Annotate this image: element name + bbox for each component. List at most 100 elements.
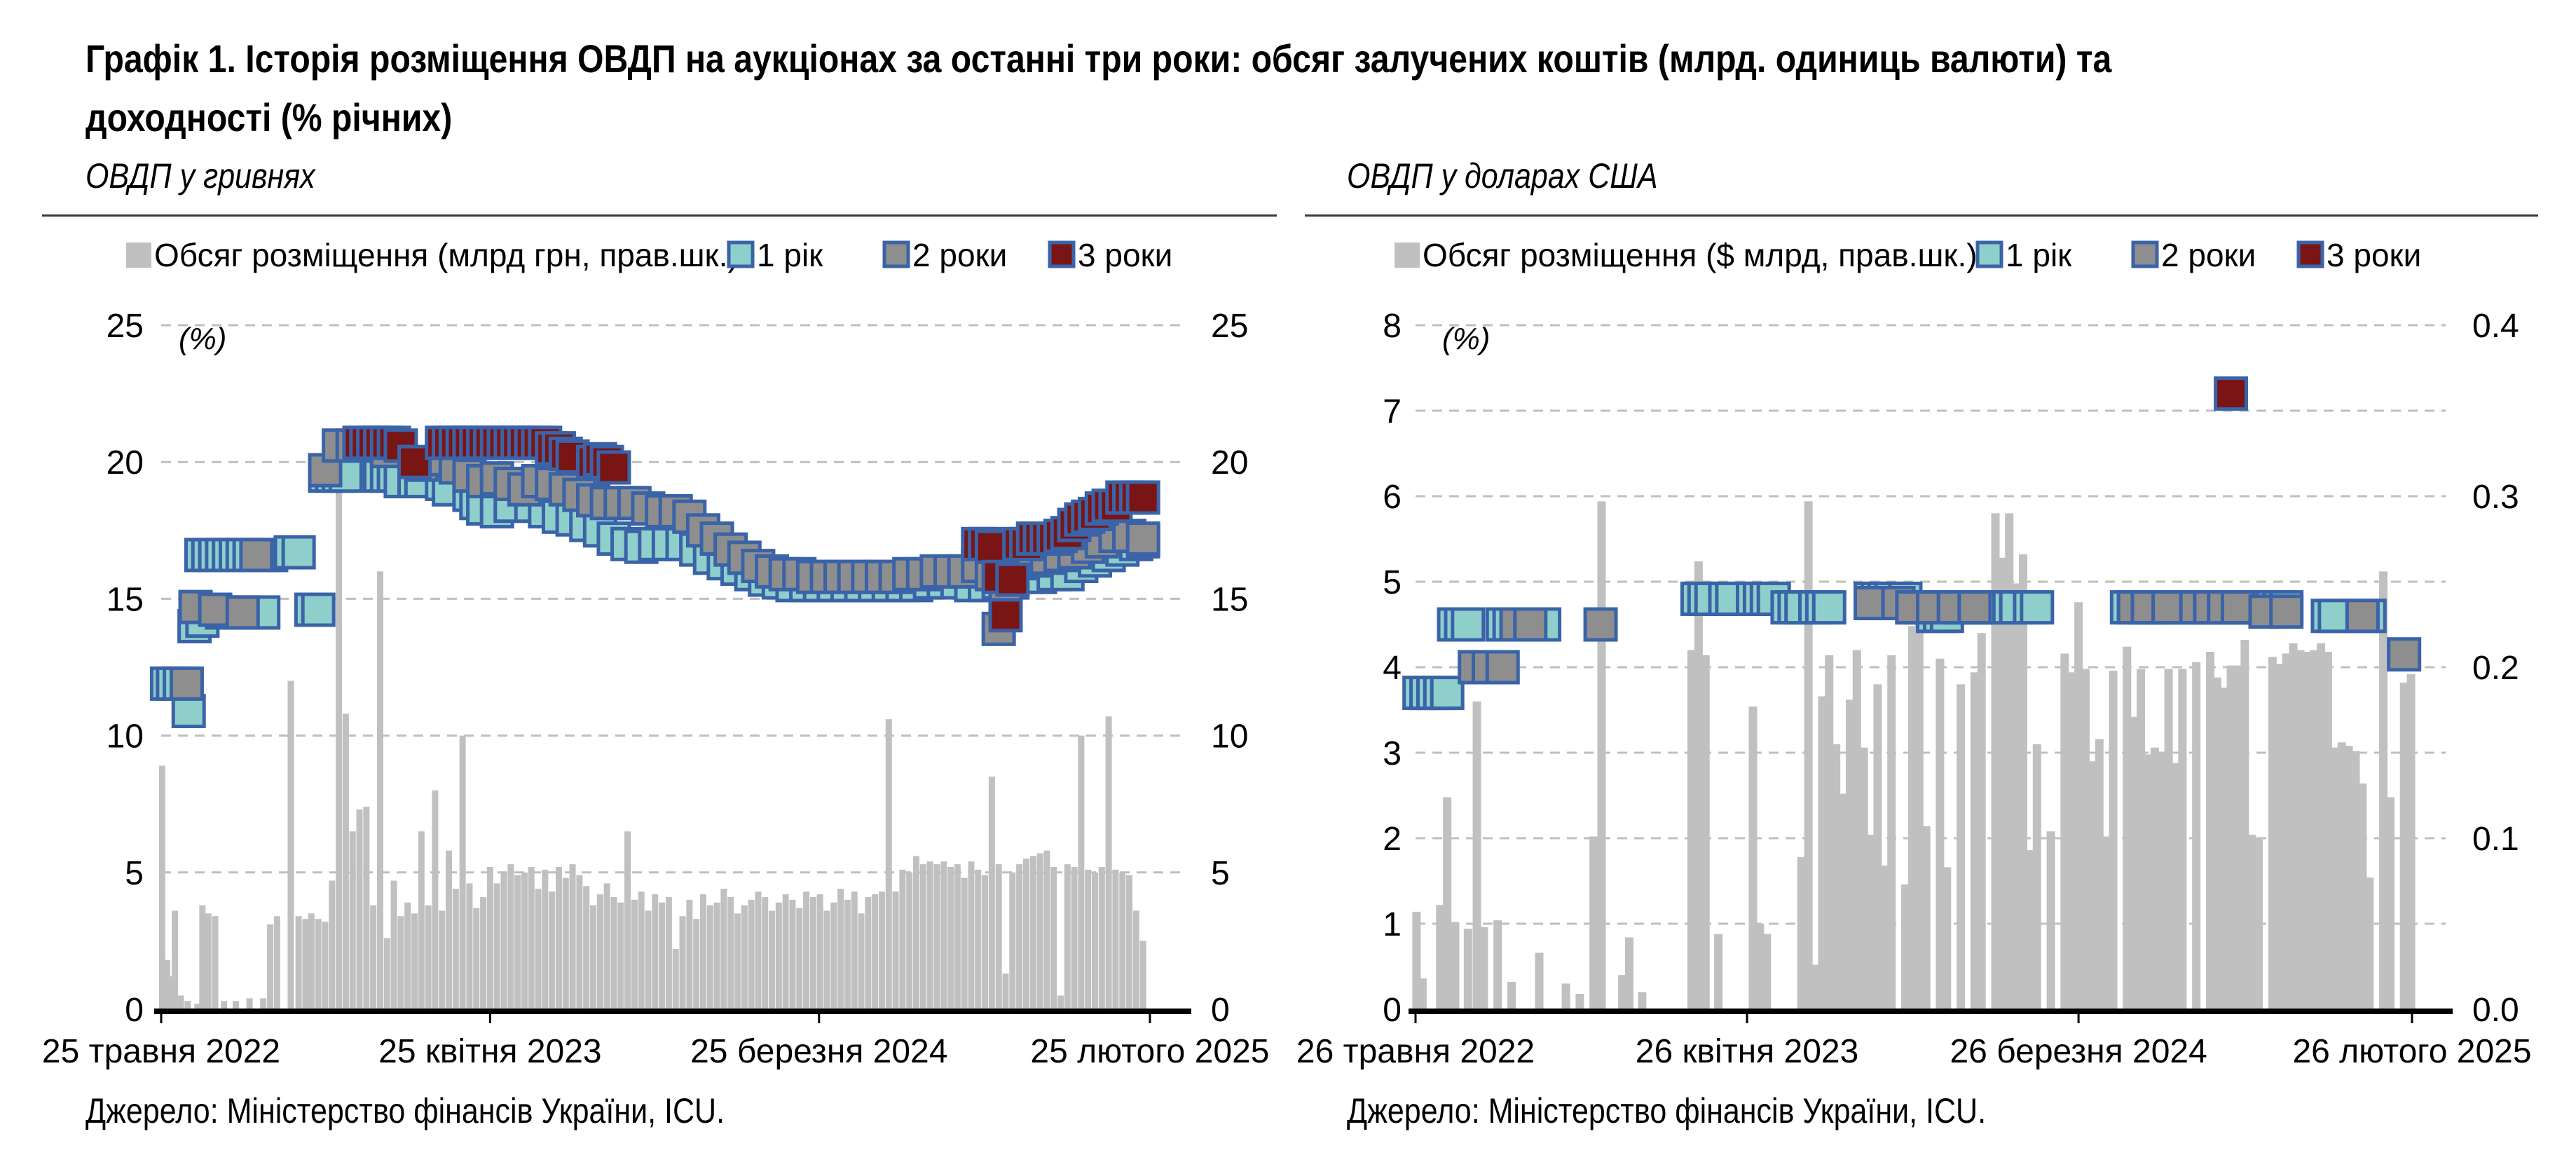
volume-bar — [418, 831, 425, 1009]
left-axis-tick-label: 8 — [1383, 308, 1402, 345]
volume-bar — [1977, 633, 1986, 1009]
volume-bar — [2351, 751, 2360, 1009]
volume-bar — [2289, 643, 2298, 1009]
x-axis-tick-label: 25 березня 2024 — [690, 1033, 947, 1070]
volume-bar — [194, 1004, 201, 1009]
volume-bar — [1112, 869, 1119, 1009]
volume-bar — [1852, 650, 1861, 1009]
volume-bar — [734, 913, 741, 1009]
volume-bar — [302, 919, 309, 1009]
volume-bar — [638, 891, 645, 1009]
volume-bar — [693, 919, 700, 1009]
yield-marker-y3 — [2214, 376, 2249, 411]
volume-bar — [1900, 884, 1910, 1009]
volume-bar — [232, 1001, 239, 1009]
volume-bar — [1832, 744, 1841, 1009]
volume-bar — [2164, 669, 2173, 1009]
yield-marker-y3 — [995, 562, 1030, 597]
source-note-uah: Джерело: Міністерство фінансів України, … — [85, 1091, 725, 1130]
volume-bar — [2088, 761, 2097, 1009]
volume-bar — [1597, 501, 1606, 1009]
volume-bar — [1818, 696, 1827, 1009]
yield-marker-y3 — [596, 450, 631, 485]
x-axis-tick-label: 26 квітня 2023 — [1636, 1033, 1859, 1070]
volume-bar — [1050, 866, 1057, 1009]
volume-bar — [1493, 920, 1502, 1009]
yield-marker-y2 — [1957, 590, 1992, 625]
legend-label-y3: 3 роки — [2327, 237, 2421, 273]
volume-bar — [2130, 716, 2139, 1009]
volume-bar — [1866, 835, 1875, 1009]
volume-bar — [1762, 934, 1772, 1009]
volume-bar — [837, 889, 844, 1009]
volume-bar — [432, 790, 439, 1009]
left-axis-tick-label: 3 — [1383, 735, 1402, 772]
page-title: Графік 1. Історія розміщення ОВДП на аук… — [85, 36, 2112, 139]
volume-bar — [555, 866, 562, 1009]
volume-bar — [473, 908, 480, 1009]
volume-bar — [1085, 869, 1092, 1009]
volume-bar — [2095, 739, 2104, 1009]
volume-bar — [1921, 826, 1931, 1009]
volume-bar — [2406, 674, 2416, 1009]
volume-bar — [2310, 650, 2319, 1009]
volume-bar — [514, 875, 521, 1009]
volume-bar — [2254, 838, 2263, 1009]
volume-bar — [459, 735, 466, 1009]
volume-bar — [2275, 664, 2284, 1009]
volume-bar — [727, 896, 734, 1009]
volume-bar — [2143, 754, 2152, 1009]
legend-label-volume: Обсяг розміщення ($ млрд, прав.шк.) — [1423, 237, 1978, 273]
volume-bar — [158, 765, 165, 1009]
yield-marker-y1 — [281, 535, 316, 570]
volume-bar — [1443, 797, 1452, 1009]
legend-label-y1: 1 рік — [2006, 237, 2072, 273]
volume-bar — [2005, 513, 2014, 1009]
yield-marker-y1 — [2020, 590, 2055, 625]
volume-bar — [2212, 677, 2221, 1009]
volume-bar — [205, 913, 212, 1009]
volume-bar — [659, 902, 666, 1009]
right-axis-tick-label: 25 — [1211, 308, 1248, 345]
volume-bar — [919, 864, 926, 1009]
volume-bar — [260, 998, 267, 1009]
right-axis-tick-label: 5 — [1211, 855, 1230, 892]
volume-bar — [295, 916, 302, 1009]
panel-rule-uah — [42, 214, 1277, 217]
volume-bar — [706, 905, 713, 1009]
volume-bar — [336, 489, 343, 1009]
volume-bar — [167, 976, 174, 1009]
volume-bar — [466, 883, 473, 1009]
volume-bar — [583, 886, 590, 1009]
volume-bar — [2205, 652, 2214, 1009]
volume-bar — [2358, 783, 2367, 1009]
yield-marker-y2 — [225, 595, 260, 630]
volume-bar — [885, 719, 892, 1009]
volume-bar — [872, 894, 879, 1009]
panel-rule-usd — [1305, 214, 2538, 217]
legend-label-y2: 2 роки — [912, 237, 1007, 273]
chart-subtitle-usd: ОВДП у доларах США — [1347, 156, 1658, 196]
volume-bar — [1002, 973, 1009, 1009]
volume-bar — [1811, 964, 1820, 1009]
volume-bar — [596, 894, 603, 1009]
volume-bar — [267, 924, 274, 1009]
volume-bar — [2379, 571, 2388, 1009]
yield-marker-y3 — [988, 598, 1023, 633]
volume-bar — [1575, 994, 1584, 1009]
volume-bar — [1970, 672, 1979, 1009]
volume-bar — [954, 864, 961, 1009]
yield-marker-y2 — [1583, 607, 1618, 642]
left-axis-tick-label: 4 — [1383, 650, 1402, 687]
volume-bar — [789, 899, 796, 1009]
yield-marker-y1 — [301, 592, 336, 627]
right-axis-tick-label: 0.2 — [2472, 650, 2519, 687]
volume-bar — [1463, 929, 1472, 1009]
volume-bar — [184, 1001, 191, 1009]
volume-bar — [1825, 655, 1834, 1009]
volume-bar — [322, 922, 329, 1009]
x-axis-tick-label: 26 травня 2022 — [1296, 1033, 1535, 1070]
source-note-usd: Джерело: Міністерство фінансів України, … — [1347, 1091, 1987, 1130]
left-axis-tick-label: 5 — [1383, 564, 1402, 601]
volume-bar — [2344, 746, 2353, 1009]
